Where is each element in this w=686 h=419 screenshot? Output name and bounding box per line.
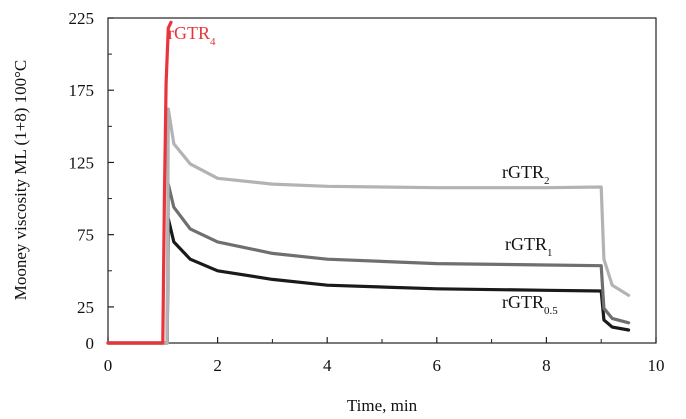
x-tick-label: 2 <box>213 356 222 375</box>
series-line-rgtr-0-5 <box>106 217 631 345</box>
x-tick-label: 4 <box>323 356 332 375</box>
y-tick-label: 225 <box>69 9 95 28</box>
y-axis-title: Mooney viscosity ML (1+8) 100°C <box>11 60 30 301</box>
y-tick-label: 25 <box>77 298 94 317</box>
y-tick-label: 175 <box>69 81 95 100</box>
series-labels: rGTR0.5 rGTR1 rGTR2 rGTR4 <box>168 23 558 317</box>
x-tick-label: 8 <box>542 356 551 375</box>
y-tick-label: 125 <box>69 153 95 172</box>
x-tick-label: 6 <box>433 356 442 375</box>
y-tick-label: 75 <box>77 226 94 245</box>
plot-frame <box>107 17 657 344</box>
x-tick-label: 10 <box>648 356 665 375</box>
series-label-rgtr-1: rGTR1 <box>505 234 553 259</box>
y-tick-label: 0 <box>86 334 95 353</box>
series-label-rgtr-4: rGTR4 <box>168 23 216 48</box>
series-lines <box>106 20 631 345</box>
series-label-rgtr-2: rGTR2 <box>502 162 550 187</box>
x-tick-label: 0 <box>104 356 113 375</box>
series-label-rgtr-0-5: rGTR0.5 <box>502 292 558 317</box>
x-axis-title: Time, min <box>347 396 418 415</box>
series-line-rgtr-1 <box>106 182 631 345</box>
series-line-rgtr-4 <box>106 20 173 345</box>
axes: 0 25 75 125 175 225 0 2 4 6 8 10 <box>69 9 665 375</box>
series-line-rgtr-2 <box>106 107 631 345</box>
